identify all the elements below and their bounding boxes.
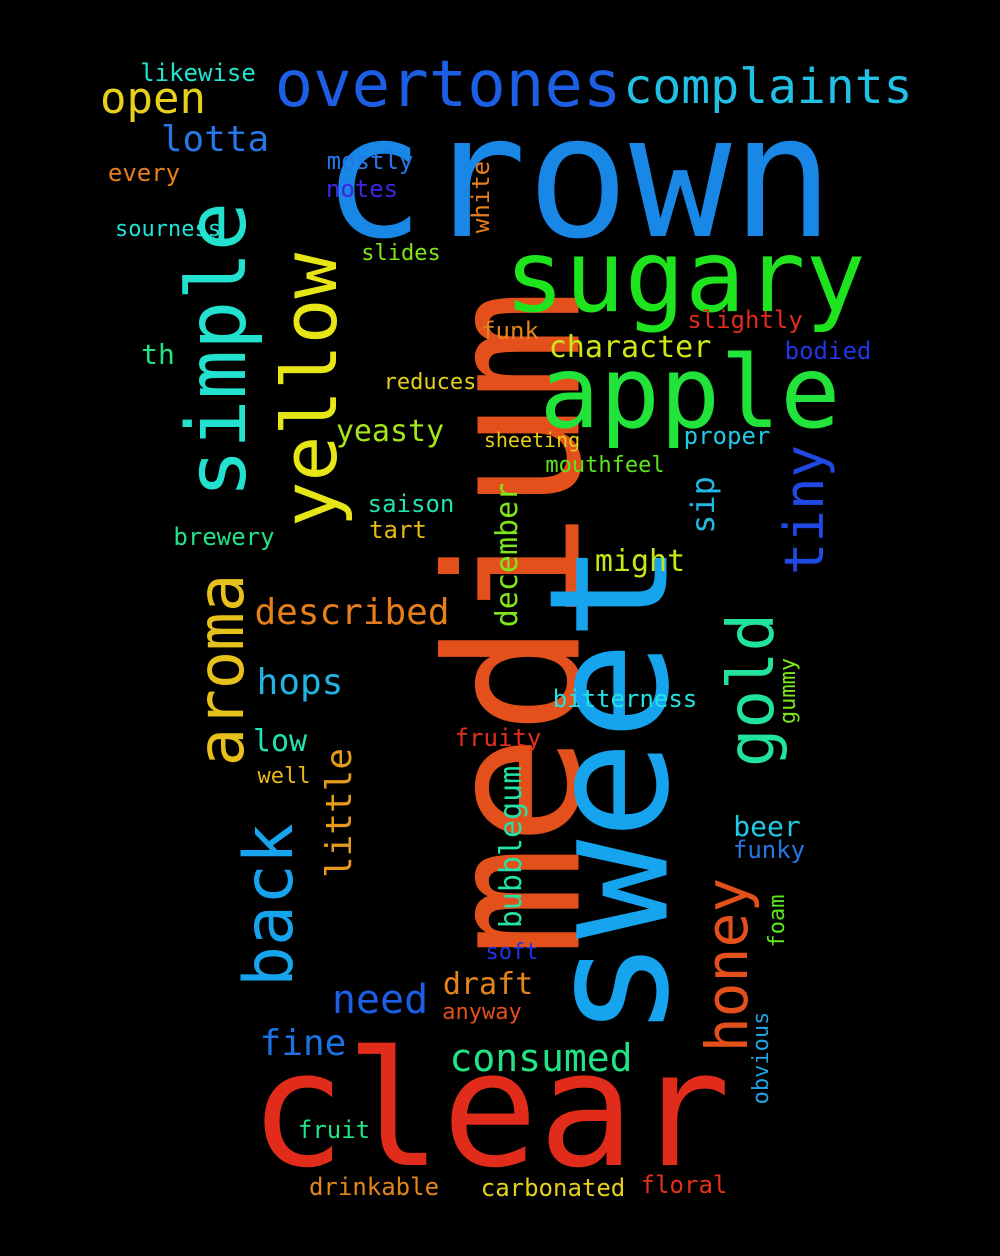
word-honey: honey — [693, 877, 761, 1053]
word-hops: hops — [256, 662, 344, 703]
word-beer: beer — [733, 810, 801, 843]
word-likewise: likewise — [140, 59, 256, 87]
word-th: th — [141, 338, 175, 371]
word-character: character — [548, 330, 712, 365]
word-clear: clear — [249, 1016, 731, 1203]
word-funky: funky — [732, 836, 806, 864]
word-back: back — [230, 823, 309, 987]
word-bodied: bodied — [784, 337, 872, 365]
word-yellow: yellow — [265, 252, 354, 528]
word-saison: saison — [367, 490, 455, 518]
word-notes: notes — [325, 175, 399, 203]
word-complaints: complaints — [623, 59, 913, 115]
word-might: might — [594, 544, 686, 579]
word-consumed: consumed — [449, 1036, 633, 1080]
word-simple: simple — [170, 201, 265, 499]
word-proper: proper — [683, 422, 771, 450]
word-lotta: lotta — [160, 119, 270, 160]
word-slightly: slightly — [687, 306, 803, 334]
word-tiny: tiny — [773, 444, 836, 576]
word-slides: slides — [361, 241, 441, 266]
word-bitterness: bitterness — [552, 685, 698, 713]
word-sheeting: sheeting — [483, 428, 581, 452]
word-soft: soft — [485, 940, 539, 965]
word-december: december — [490, 482, 525, 628]
word-funk: funk — [481, 317, 539, 345]
word-white: white — [467, 160, 495, 234]
word-every: every — [107, 159, 181, 187]
word-described: described — [254, 592, 450, 633]
word-reduces: reduces — [383, 370, 477, 395]
word-drinkable: drinkable — [308, 1173, 440, 1201]
word-mouthfeel: mouthfeel — [545, 453, 665, 478]
word-floral: floral — [640, 1171, 728, 1199]
word-sourness: sourness — [115, 217, 221, 242]
word-gummy: gummy — [776, 657, 801, 725]
word-gold: gold — [715, 612, 789, 768]
word-obvious: obvious — [749, 1011, 774, 1105]
word-apple: apple — [539, 334, 841, 451]
word-draft: draft — [442, 967, 534, 1002]
word-sugary: sugary — [504, 218, 866, 335]
word-sweet: sweet — [513, 541, 706, 1039]
word-open: open — [100, 73, 206, 124]
word-fine: fine — [259, 1023, 347, 1064]
word-carbonated: carbonated — [480, 1174, 626, 1202]
word-well: well — [257, 764, 311, 789]
word-foam: foam — [765, 894, 790, 948]
word-crown: crown — [322, 79, 834, 277]
word-bubblegum: bubblegum — [494, 765, 529, 929]
word-fruity: fruity — [454, 724, 542, 752]
word-aroma: aroma — [185, 573, 259, 767]
word-little: little — [319, 747, 360, 879]
word-anyway: anyway — [442, 1000, 522, 1025]
word-tart: tart — [369, 516, 427, 544]
word-fruit: fruit — [297, 1116, 371, 1144]
word-overtones: overtones — [274, 48, 622, 122]
word-need: need — [331, 977, 429, 1023]
word-sip: sip — [684, 476, 722, 534]
word-low: low — [252, 724, 308, 759]
word-yeasty: yeasty — [335, 414, 445, 449]
word-brewery: brewery — [173, 523, 275, 551]
word-mostly: mostly — [326, 147, 414, 175]
